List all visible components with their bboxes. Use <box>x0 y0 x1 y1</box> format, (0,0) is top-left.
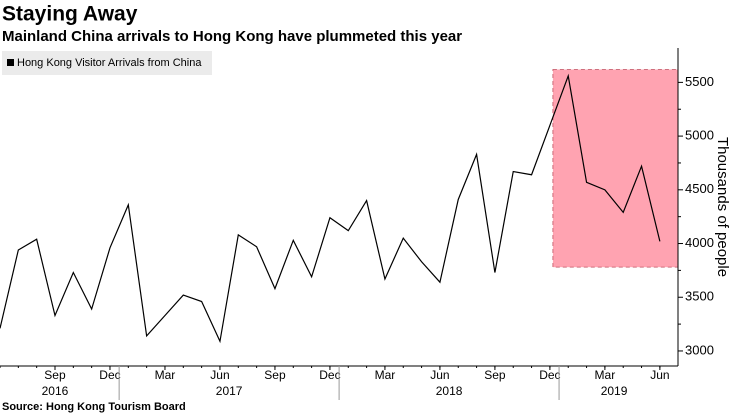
x-group-label: 2016 <box>42 384 69 398</box>
y-tick-label: 3000 <box>685 342 714 357</box>
x-tick-label: Sep <box>484 368 506 382</box>
y-tick-label: 4500 <box>685 181 714 196</box>
chart-subtitle: Mainland China arrivals to Hong Kong hav… <box>2 28 462 45</box>
x-group-label: 2017 <box>216 384 243 398</box>
x-tick-label: Dec <box>539 368 560 382</box>
x-group-label: 2018 <box>436 384 463 398</box>
x-group-label: 2019 <box>601 384 628 398</box>
chart-title: Staying Away <box>2 3 138 26</box>
x-tick-label: Jun <box>650 368 669 382</box>
y-tick-label: 5000 <box>685 128 714 143</box>
x-tick-label: Dec <box>99 368 120 382</box>
x-tick-label: Mar <box>155 368 176 382</box>
y-axis-title: Thousands of people <box>714 137 731 277</box>
x-tick-label: Sep <box>264 368 286 382</box>
x-tick-label: Sep <box>44 368 66 382</box>
x-tick-label: Mar <box>595 368 616 382</box>
y-tick-label: 5500 <box>685 74 714 89</box>
x-tick-label: Jun <box>210 368 229 382</box>
x-tick-label: Mar <box>375 368 396 382</box>
legend-box <box>2 51 212 75</box>
legend-label: Hong Kong Visitor Arrivals from China <box>17 57 202 69</box>
legend-swatch <box>7 59 14 66</box>
highlight-box <box>552 69 679 268</box>
source: Source: Hong Kong Tourism Board <box>2 401 186 413</box>
x-tick-label: Jun <box>430 368 449 382</box>
x-tick-label: Dec <box>319 368 340 382</box>
y-tick-label: 4000 <box>685 235 714 250</box>
y-tick-label: 3500 <box>685 289 714 304</box>
series-line <box>0 73 661 344</box>
